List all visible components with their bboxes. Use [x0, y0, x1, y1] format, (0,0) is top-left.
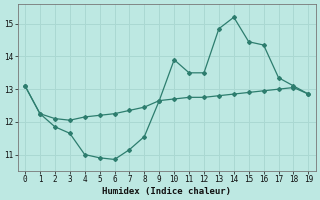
X-axis label: Humidex (Indice chaleur): Humidex (Indice chaleur) — [102, 187, 231, 196]
